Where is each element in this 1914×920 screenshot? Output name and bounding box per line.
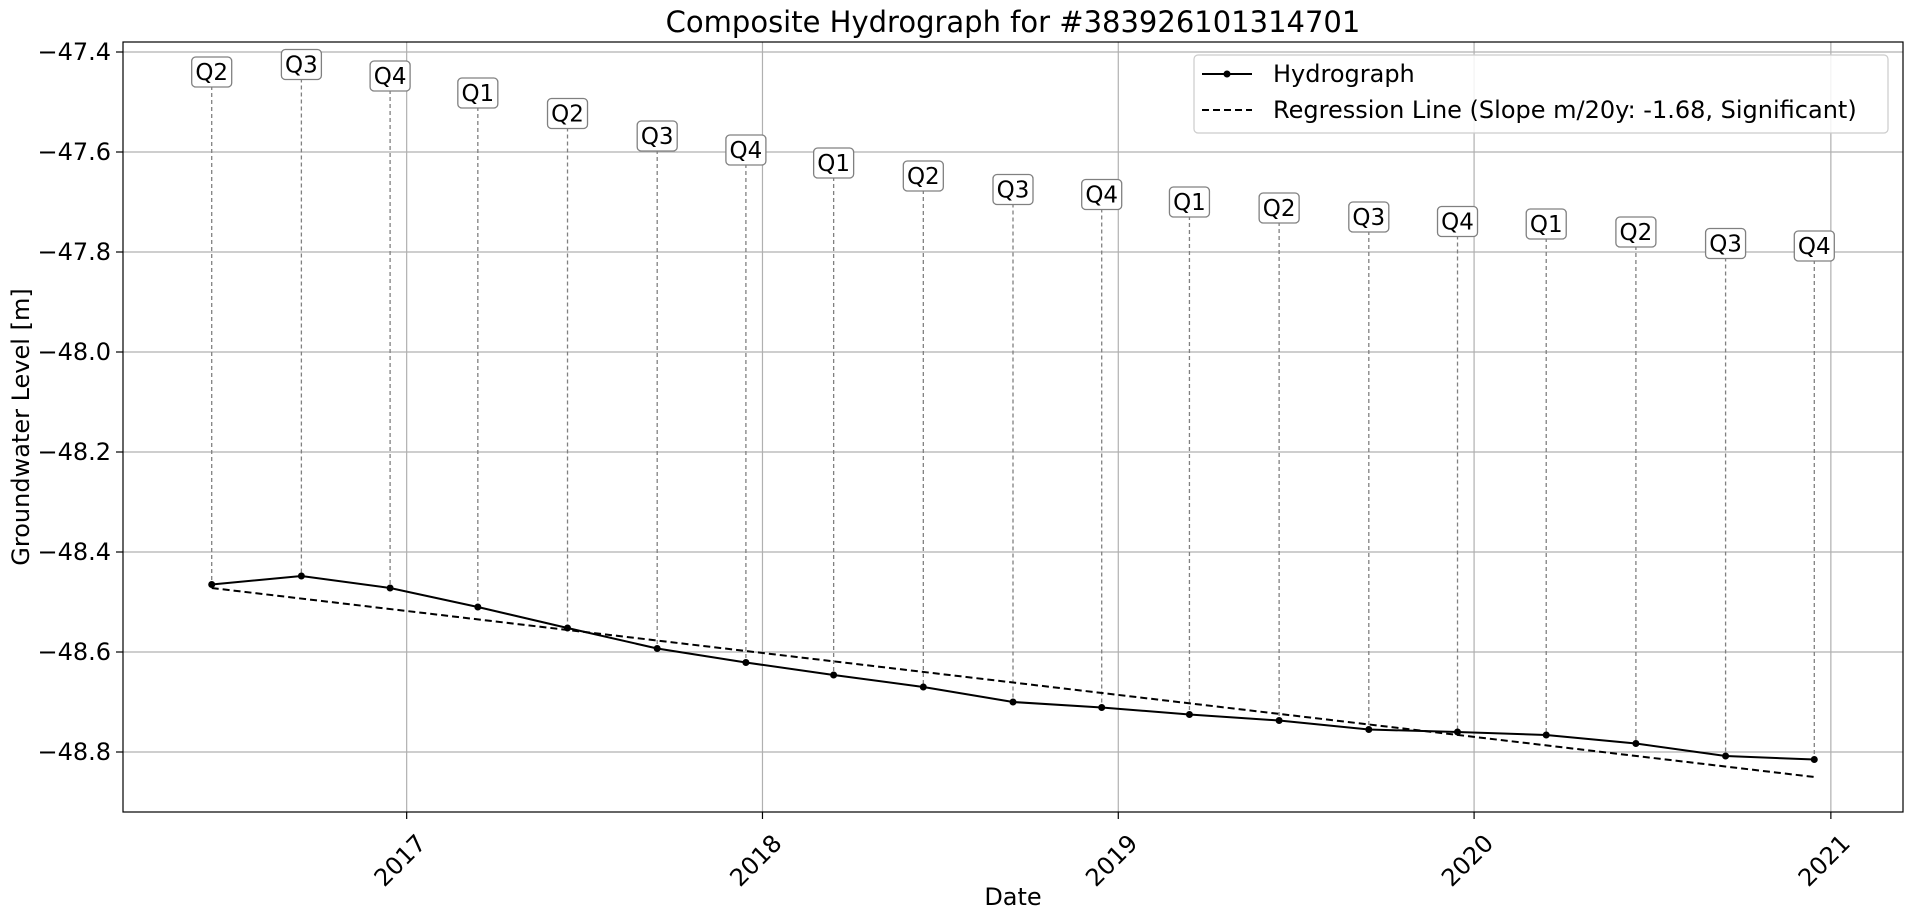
hydrograph-point <box>1009 698 1017 706</box>
annotation-guides <box>211 64 1815 760</box>
y-axis-label: Groundwater Level [m] <box>7 288 35 565</box>
plot-area <box>122 41 1904 813</box>
x-axis-label: Date <box>984 883 1041 911</box>
quarter-label-box <box>1704 227 1747 260</box>
quarter-label-box <box>1081 178 1123 211</box>
quarter-label: Q1 <box>461 81 494 107</box>
chart-title: Composite Hydrograph for #38392610131470… <box>666 5 1361 39</box>
y-tick-label: −47.8 <box>37 238 111 266</box>
x-tick-label: 2021 <box>1793 829 1856 892</box>
quarter-label-box <box>636 120 678 152</box>
quarter-label-box <box>1615 216 1657 248</box>
y-tick-label: −48.8 <box>37 738 111 766</box>
quarter-label: Q1 <box>1530 212 1563 238</box>
x-tick-label: 2019 <box>1080 829 1143 892</box>
hydrograph-point <box>742 659 750 666</box>
quarter-label: Q3 <box>1352 205 1385 231</box>
hydrograph-point <box>1275 717 1283 724</box>
quarter-label: Q2 <box>195 60 228 86</box>
quarter-label-box <box>191 56 233 88</box>
quarter-label-box <box>812 147 855 179</box>
hydrograph-point <box>474 603 482 611</box>
y-tick-label: −48.2 <box>37 438 111 466</box>
quarter-label-box <box>369 60 411 92</box>
legend-box <box>1193 54 1889 134</box>
hydrograph-point <box>919 683 927 691</box>
hydrograph-point <box>1722 752 1730 760</box>
quarter-label: Q2 <box>1620 220 1653 246</box>
hydrograph-point <box>386 584 394 592</box>
quarter-label: Q4 <box>374 64 407 90</box>
hydrograph-point <box>1185 711 1193 718</box>
hydrograph-point <box>1098 704 1106 711</box>
quarter-label: Q3 <box>997 178 1030 204</box>
x-tick-label: 2018 <box>724 829 787 892</box>
quarter-label-box <box>1258 192 1300 224</box>
quarter-label-box <box>1793 230 1835 262</box>
quarter-label-box <box>902 160 944 192</box>
quarter-label-box <box>546 97 589 130</box>
quarter-label: Q2 <box>1263 196 1296 222</box>
quarter-label: Q1 <box>817 151 850 177</box>
quarter-label-box <box>280 48 323 81</box>
quarter-label: Q4 <box>730 138 763 164</box>
y-tick-label: −47.6 <box>37 138 111 166</box>
hydrograph-point <box>1542 731 1550 739</box>
quarter-label-box <box>1436 205 1479 238</box>
legend-hydrograph-marker <box>1223 70 1231 78</box>
y-tick-label: −48.4 <box>37 538 111 566</box>
hydrograph-point <box>297 572 305 580</box>
quarter-label: Q4 <box>1798 234 1831 260</box>
hydrograph-point <box>1365 726 1373 733</box>
hydrograph-point <box>1810 756 1818 763</box>
y-tick-label: −48.6 <box>37 638 111 666</box>
quarter-label-box <box>1348 201 1390 233</box>
quarter-label: Q2 <box>551 102 584 128</box>
x-axis-ticks: 2017 2018 2019 2020 2021 <box>369 812 1856 892</box>
quarter-label: Q4 <box>1085 183 1118 209</box>
hydrograph-point <box>208 581 216 588</box>
y-axis-ticks: −47.4 −47.6 −47.8 −48.0 −48.2 −48.4 −48.6 −48.8 <box>37 38 123 766</box>
hydrograph-point <box>653 645 661 652</box>
quarter-label: Q3 <box>285 53 318 79</box>
y-tick-label: −48.0 <box>37 338 111 366</box>
quarter-label: Q2 <box>907 164 940 190</box>
legend-hydrograph-label: Hydrograph <box>1273 60 1415 88</box>
hydrograph-point <box>1632 740 1640 747</box>
quarter-label: Q1 <box>1173 190 1206 216</box>
quarter-label: Q3 <box>1709 232 1742 258</box>
quarter-label-box <box>457 77 499 109</box>
x-tick-label: 2020 <box>1436 829 1499 892</box>
quarter-label-box <box>725 134 767 166</box>
quarter-label-box <box>1525 208 1567 240</box>
y-tick-label: −47.4 <box>37 38 111 66</box>
quarter-label: Q3 <box>641 124 674 150</box>
legend-regression-label: Regression Line (Slope m/20y: -1.68, Sig… <box>1273 96 1857 124</box>
quarter-labels: Q2 Q3 Q4 Q1 Q2 Q3 Q4 Q1 Q2 Q3 Q4 Q1 Q2 Q3 Q4 Q1 Q2 Q3 Q4 <box>191 48 1835 262</box>
regression-line <box>211 587 1815 778</box>
hydrograph-point <box>830 671 838 679</box>
quarter-label-box <box>1168 186 1211 218</box>
hydrograph-point <box>1454 728 1462 736</box>
quarter-label-box <box>992 173 1034 206</box>
quarter-label: Q4 <box>1441 210 1474 236</box>
hydrograph-point <box>564 624 572 632</box>
legend: Hydrograph Regression Line (Slope m/20y:… <box>1193 54 1889 134</box>
series-layer <box>208 572 1818 778</box>
x-tick-label: 2017 <box>369 829 432 892</box>
